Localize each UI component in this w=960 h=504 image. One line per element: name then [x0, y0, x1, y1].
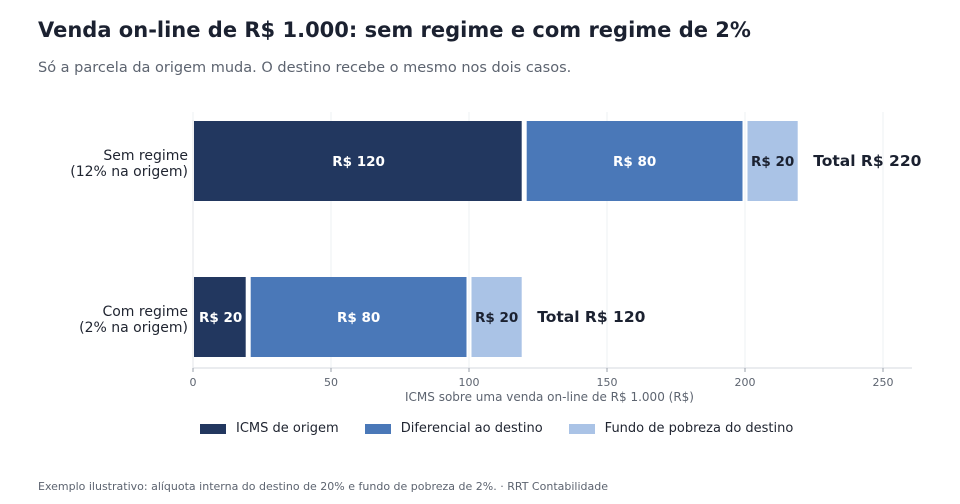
legend-item-0: ICMS de origem	[200, 421, 339, 436]
category-label-0: Sem regime (12% na origem)	[70, 148, 188, 180]
legend-swatch-0	[200, 423, 226, 434]
bar-1-0	[194, 277, 246, 357]
footnote: Exemplo ilustrativo: alíquota interna do…	[38, 480, 608, 493]
total-label-1: Total R$ 120	[537, 308, 645, 326]
legend-swatch-1	[364, 423, 391, 434]
chart-title: Venda on-line de R$ 1.000: sem regime e …	[38, 18, 751, 42]
category-label-1: Com regime (2% na origem)	[79, 304, 188, 336]
legend-item-2: Fundo de pobreza do destino	[568, 421, 794, 436]
stacked-bar-chart: 0 50 100 150 200 250 ICMS sobre uma venda on-l…	[70, 112, 922, 404]
chart-legend: ICMS de origem Diferencial ao destino Fund…	[200, 421, 793, 436]
x-axis-label: ICMS sobre uma venda on-line de R$ 1.000…	[405, 390, 694, 404]
bar-label-1-2: R$ 20	[475, 310, 518, 326]
chart-subtitle: Só a parcela da origem muda. O destino r…	[38, 60, 572, 76]
legend-label-1: Diferencial ao destino	[400, 421, 543, 436]
x-tick-label-4: 200	[735, 376, 756, 389]
bar-1-2	[471, 277, 522, 357]
x-tick-label-3: 150	[597, 376, 618, 389]
legend-label-0: ICMS de origem	[236, 421, 339, 436]
x-tick-label-1: 50	[324, 376, 338, 389]
legend-swatch-2	[568, 423, 595, 434]
legend-item-1: Diferencial ao destino	[364, 421, 543, 436]
bar-0-1	[526, 121, 743, 201]
bar-label-0-0: R$ 120	[332, 154, 385, 170]
bar-1-1	[250, 277, 467, 357]
legend-label-2: Fundo de pobreza do destino	[604, 421, 794, 436]
bar-label-1-1: R$ 80	[337, 310, 380, 326]
bar-label-1-0: R$ 20	[199, 310, 242, 326]
x-tick-label-2: 100	[459, 376, 480, 389]
bar-0-2	[747, 121, 798, 201]
x-tick-label-5: 250	[873, 376, 894, 389]
bar-label-0-1: R$ 80	[613, 154, 656, 170]
x-tick-label-0: 0	[190, 376, 197, 389]
total-label-0: Total R$ 220	[813, 152, 921, 170]
bar-0-0	[194, 121, 522, 201]
bar-label-0-2: R$ 20	[751, 154, 794, 170]
